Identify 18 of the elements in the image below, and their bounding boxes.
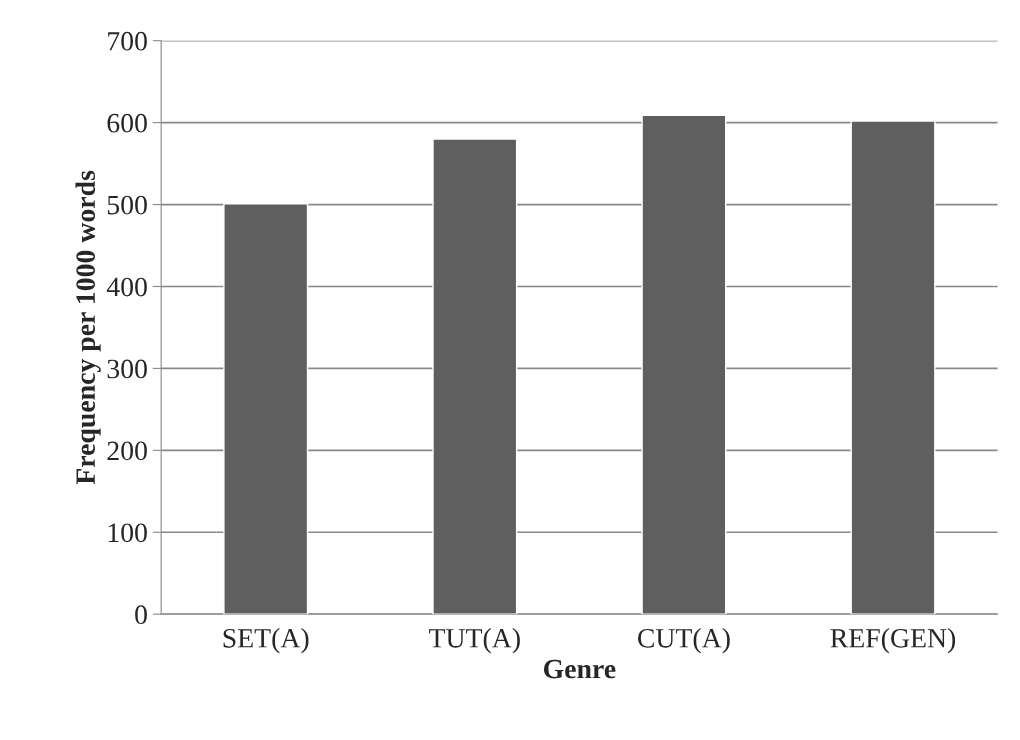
x-tick-label: CUT(A) (637, 628, 730, 654)
bar (223, 203, 309, 615)
y-tick-label: 500 (107, 195, 147, 215)
bar (850, 120, 936, 615)
y-tick-label: 100 (108, 523, 147, 543)
bar (641, 114, 727, 615)
y-tick-label: 600 (107, 113, 147, 133)
y-tick-label: 300 (107, 359, 147, 379)
y-axis-title: Frequency per 1000 words (75, 170, 101, 485)
y-tick-label: 200 (107, 441, 147, 461)
y-tick-label: 700 (108, 31, 147, 51)
x-tick-label: TUT(A) (429, 628, 520, 654)
bar (432, 138, 518, 615)
x-tick-label: SET(A) (223, 628, 309, 654)
y-tick-label: 400 (106, 277, 147, 297)
y-tick-label: 0 (135, 605, 147, 625)
x-axis-title: Genre (543, 659, 616, 679)
x-tick-label: REF(GEN) (830, 628, 956, 654)
